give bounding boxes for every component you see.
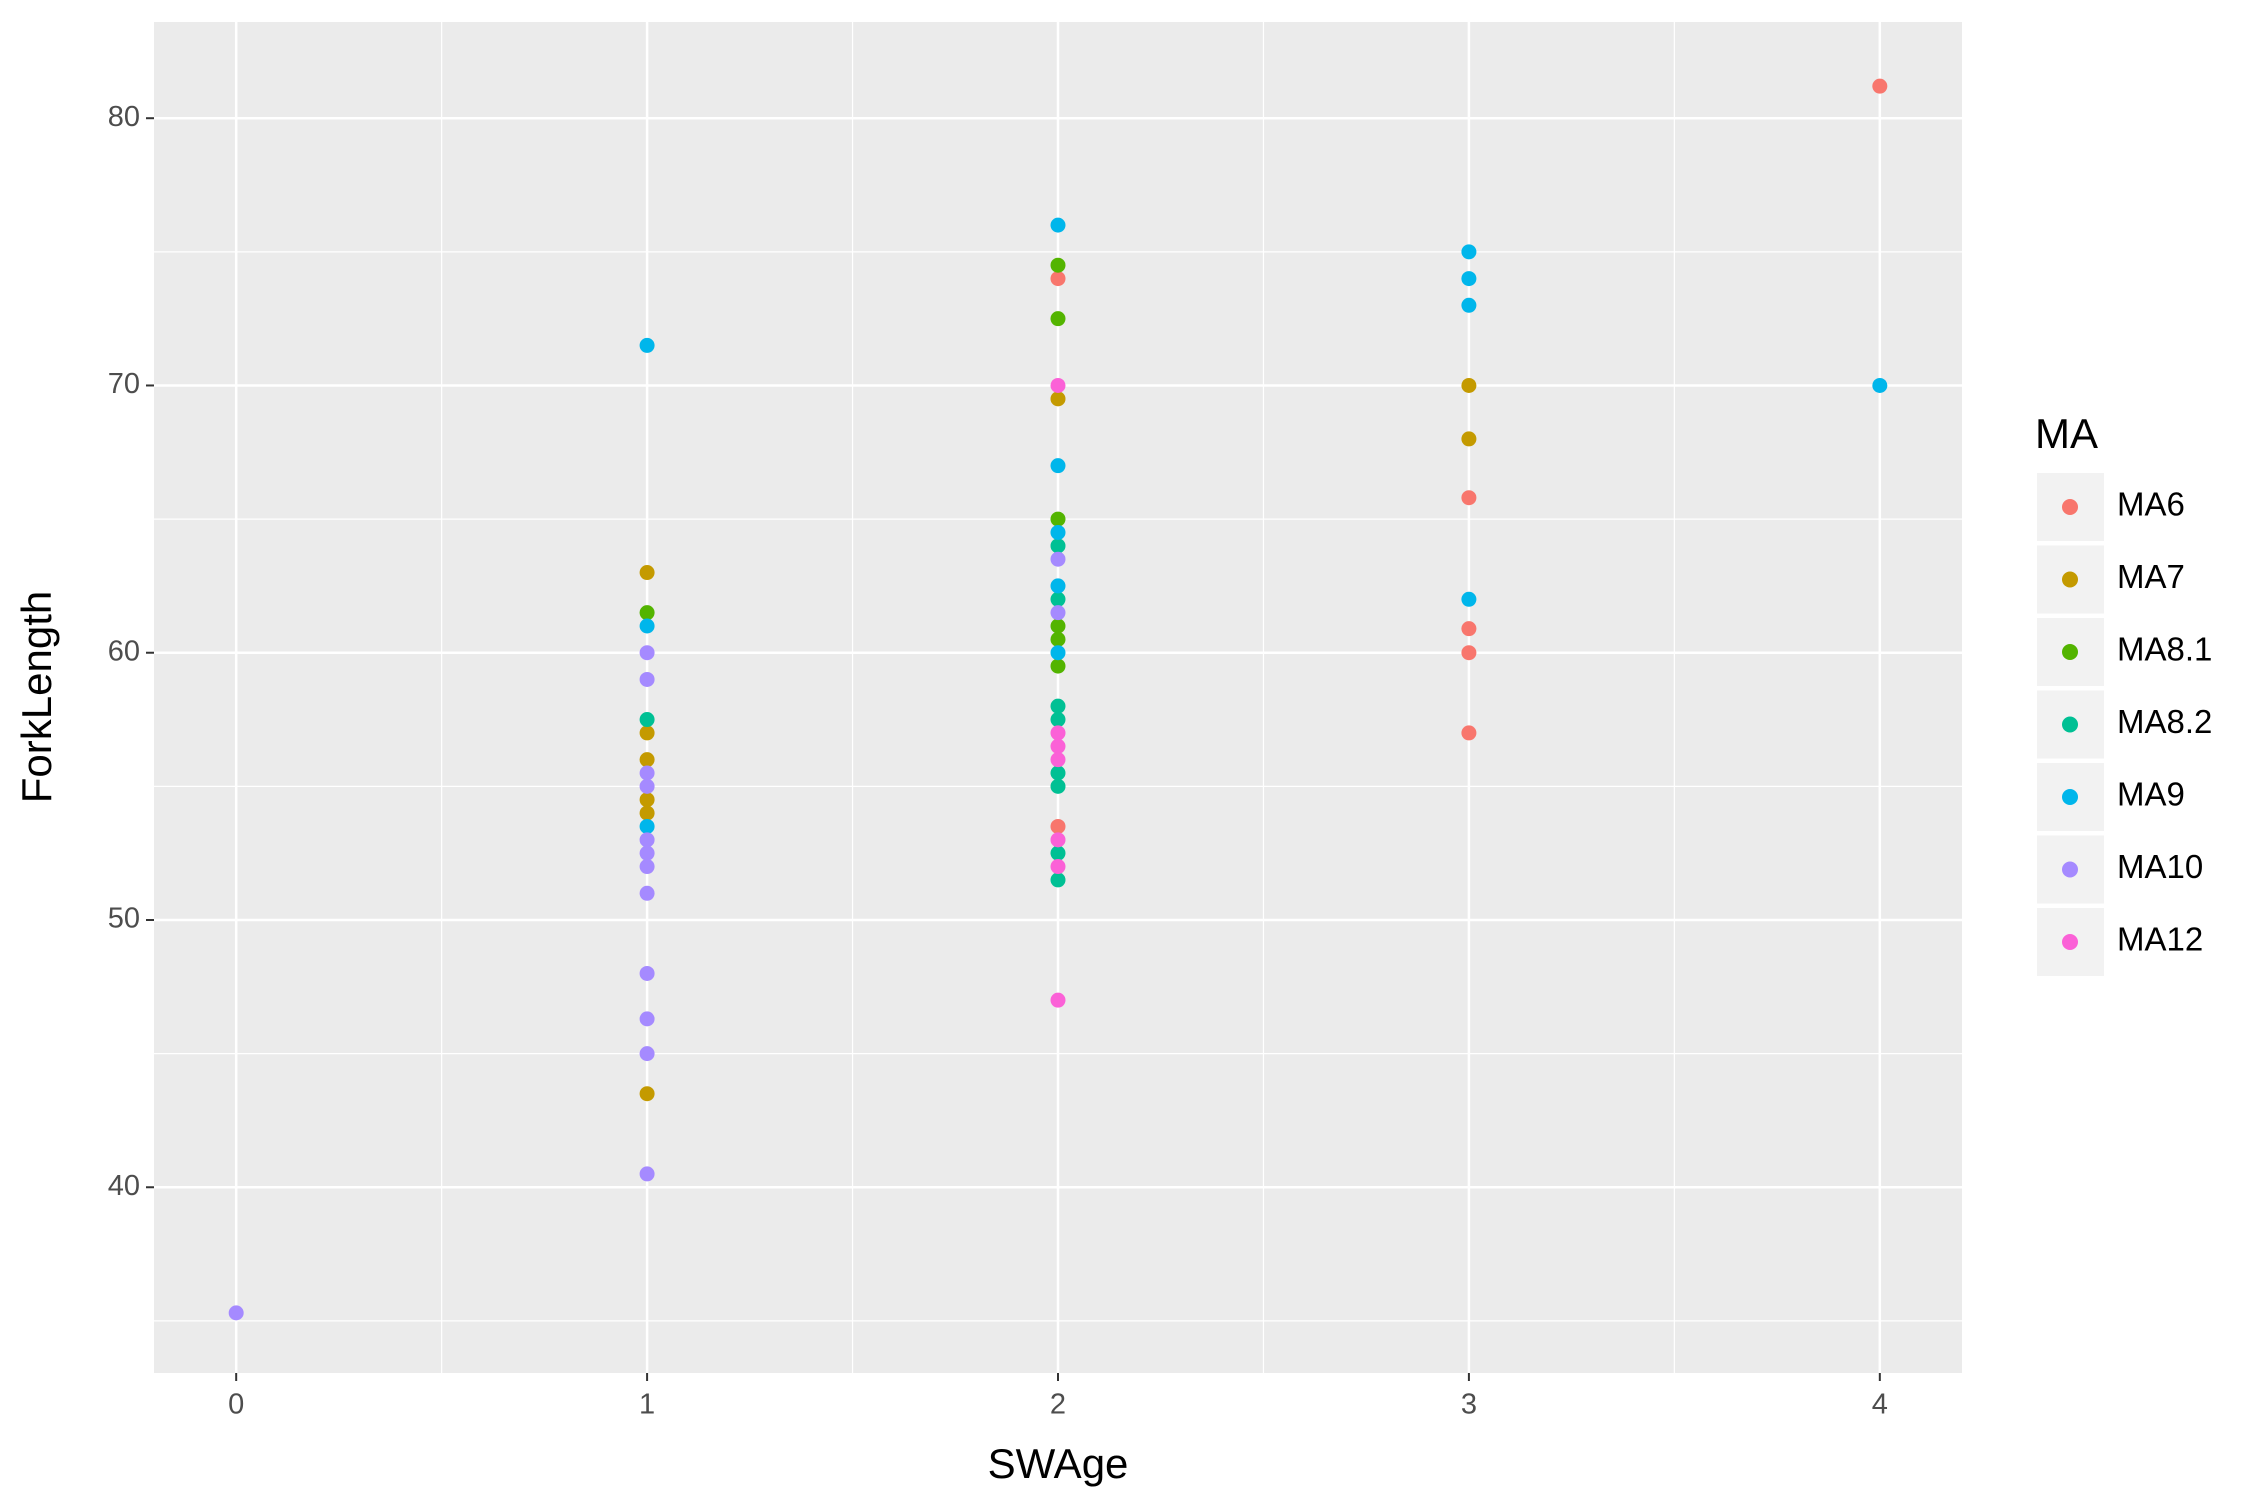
- point: [639, 337, 655, 353]
- point: [1050, 511, 1066, 527]
- point: [1050, 845, 1066, 861]
- point: [1050, 752, 1066, 768]
- point: [639, 1046, 655, 1062]
- point: [639, 565, 655, 581]
- point: [639, 671, 655, 687]
- point: [639, 965, 655, 981]
- legend-label: MA8.1: [2117, 631, 2212, 668]
- point: [1461, 244, 1477, 260]
- point: [1461, 490, 1477, 506]
- point: [639, 765, 655, 781]
- point: [1050, 391, 1066, 407]
- point: [639, 752, 655, 768]
- y-tick-label: 50: [108, 903, 140, 935]
- point: [1461, 725, 1477, 741]
- point: [1050, 578, 1066, 594]
- legend-swatch: [2062, 499, 2078, 515]
- legend-swatch: [2062, 934, 2078, 950]
- point: [1050, 818, 1066, 834]
- point: [1050, 217, 1066, 233]
- point: [639, 1086, 655, 1102]
- legend-label: MA9: [2117, 776, 2185, 813]
- point: [1050, 992, 1066, 1008]
- point: [1461, 271, 1477, 287]
- point: [639, 778, 655, 794]
- point: [1050, 872, 1066, 888]
- legend-label: MA10: [2117, 848, 2203, 885]
- point: [228, 1305, 244, 1321]
- y-axis-title: ForkLength: [13, 591, 60, 803]
- point: [1050, 458, 1066, 474]
- point: [1050, 271, 1066, 287]
- point: [639, 1011, 655, 1027]
- point: [1872, 377, 1888, 393]
- point: [639, 859, 655, 875]
- point: [1050, 778, 1066, 794]
- legend-swatch: [2062, 644, 2078, 660]
- legend-swatch: [2062, 789, 2078, 805]
- point: [1050, 859, 1066, 875]
- point: [639, 792, 655, 808]
- point: [639, 832, 655, 848]
- x-axis-title: SWAge: [988, 1440, 1129, 1487]
- y-tick-label: 60: [108, 635, 140, 667]
- point: [639, 805, 655, 821]
- point: [639, 845, 655, 861]
- x-tick-label: 3: [1461, 1389, 1477, 1421]
- legend-label: MA7: [2117, 558, 2185, 595]
- point: [1050, 658, 1066, 674]
- point: [1050, 538, 1066, 554]
- point: [639, 605, 655, 621]
- point: [1050, 377, 1066, 393]
- point: [1050, 645, 1066, 661]
- point: [1050, 311, 1066, 327]
- point: [1872, 78, 1888, 94]
- point: [1461, 377, 1477, 393]
- x-tick-label: 0: [228, 1389, 244, 1421]
- point: [1050, 738, 1066, 754]
- point: [1050, 524, 1066, 540]
- point: [1050, 257, 1066, 273]
- point: [1461, 591, 1477, 607]
- point: [1050, 591, 1066, 607]
- point: [1050, 605, 1066, 621]
- point: [639, 818, 655, 834]
- y-tick-label: 80: [108, 101, 140, 133]
- point: [639, 618, 655, 634]
- legend-swatch: [2062, 571, 2078, 588]
- legend-swatch: [2062, 716, 2078, 733]
- point: [1050, 551, 1066, 567]
- point: [1050, 712, 1066, 728]
- point: [639, 725, 655, 741]
- x-tick-label: 4: [1872, 1389, 1888, 1421]
- y-tick-label: 70: [108, 368, 140, 400]
- legend-label: MA8.2: [2117, 703, 2212, 740]
- point: [1461, 297, 1477, 313]
- x-tick-label: 1: [639, 1389, 655, 1421]
- point: [1050, 618, 1066, 634]
- point: [1050, 631, 1066, 647]
- point: [639, 712, 655, 728]
- y-tick-label: 40: [108, 1170, 140, 1202]
- point: [1461, 645, 1477, 661]
- legend-title: MA: [2035, 410, 2098, 457]
- point: [639, 1166, 655, 1182]
- point: [1050, 725, 1066, 741]
- point: [1050, 698, 1066, 714]
- point: [639, 645, 655, 661]
- legend-label: MA12: [2117, 921, 2203, 958]
- point: [1050, 832, 1066, 848]
- point: [639, 885, 655, 901]
- point: [1050, 765, 1066, 781]
- point: [1461, 621, 1477, 637]
- x-tick-label: 2: [1050, 1389, 1066, 1421]
- legend-swatch: [2062, 861, 2078, 878]
- legend-label: MA6: [2117, 486, 2185, 523]
- point: [1461, 431, 1477, 447]
